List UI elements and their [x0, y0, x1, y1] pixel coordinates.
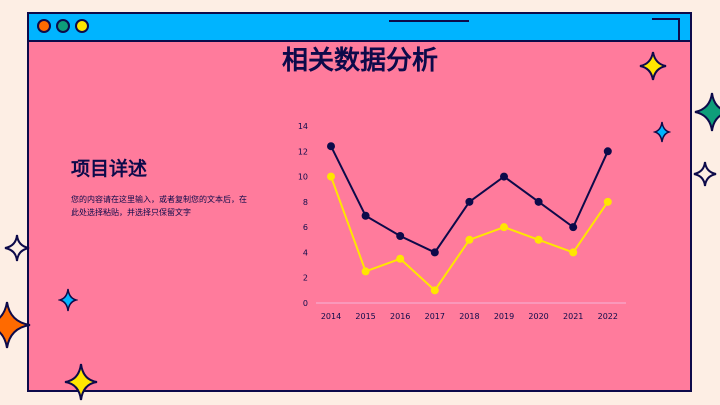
- y-tick-label: 10: [298, 173, 308, 182]
- y-tick-label: 8: [303, 198, 308, 207]
- data-point[interactable]: [396, 231, 405, 240]
- close-dot-icon[interactable]: [37, 19, 51, 33]
- section-subtitle: 项目详述: [71, 158, 148, 180]
- outline-star-left-icon: [4, 234, 30, 262]
- data-point[interactable]: [327, 142, 335, 151]
- x-tick-label: 2014: [321, 312, 341, 321]
- window-titlebar: [29, 14, 690, 42]
- blue-star-left-icon: [58, 288, 78, 312]
- y-tick-label: 14: [298, 122, 308, 131]
- data-point[interactable]: [603, 197, 612, 206]
- x-tick-label: 2019: [494, 312, 514, 321]
- green-star-icon: [694, 92, 720, 132]
- page-title: 相关数据分析: [281, 46, 438, 76]
- maximize-dot-icon[interactable]: [75, 19, 89, 33]
- data-point[interactable]: [569, 248, 578, 257]
- titlebar-line-decoration: [389, 20, 469, 22]
- y-tick-label: 0: [303, 299, 308, 308]
- data-point[interactable]: [361, 211, 370, 220]
- data-point[interactable]: [430, 248, 439, 257]
- data-point[interactable]: [396, 254, 405, 263]
- blue-star-icon: [653, 121, 671, 143]
- data-point[interactable]: [534, 235, 543, 244]
- section-description: 您的内容请在这里输入，或者复制您的文本后，在此处选择粘贴，并选择只保留文字: [71, 195, 247, 217]
- minimize-dot-icon[interactable]: [56, 19, 70, 33]
- data-point[interactable]: [500, 223, 508, 232]
- data-point[interactable]: [465, 197, 474, 206]
- yellow-star-icon: [639, 51, 667, 81]
- x-tick-label: 2020: [528, 312, 548, 321]
- orange-star-icon: [0, 301, 31, 349]
- data-point[interactable]: [430, 286, 439, 295]
- data-point[interactable]: [569, 223, 578, 232]
- data-point[interactable]: [465, 235, 474, 244]
- y-tick-label: 6: [303, 223, 308, 232]
- x-tick-label: 2015: [355, 312, 375, 321]
- data-point[interactable]: [534, 197, 543, 206]
- data-point[interactable]: [361, 267, 370, 276]
- y-tick-label: 12: [298, 147, 308, 156]
- x-tick-label: 2021: [563, 312, 583, 321]
- x-tick-label: 2016: [390, 312, 410, 321]
- outline-star-icon: [693, 161, 717, 187]
- x-tick-label: 2017: [425, 312, 445, 321]
- x-tick-label: 2022: [598, 312, 618, 321]
- data-point[interactable]: [500, 172, 508, 181]
- slide-window: [27, 12, 692, 392]
- series-line: [330, 176, 609, 292]
- x-tick-label: 2018: [459, 312, 479, 321]
- yellow-star-bottom-icon: [64, 363, 98, 401]
- data-point[interactable]: [327, 172, 335, 181]
- corner-bracket-decoration: [652, 18, 680, 40]
- data-point[interactable]: [603, 147, 612, 156]
- y-tick-label: 2: [303, 274, 308, 283]
- y-tick-label: 4: [303, 248, 308, 257]
